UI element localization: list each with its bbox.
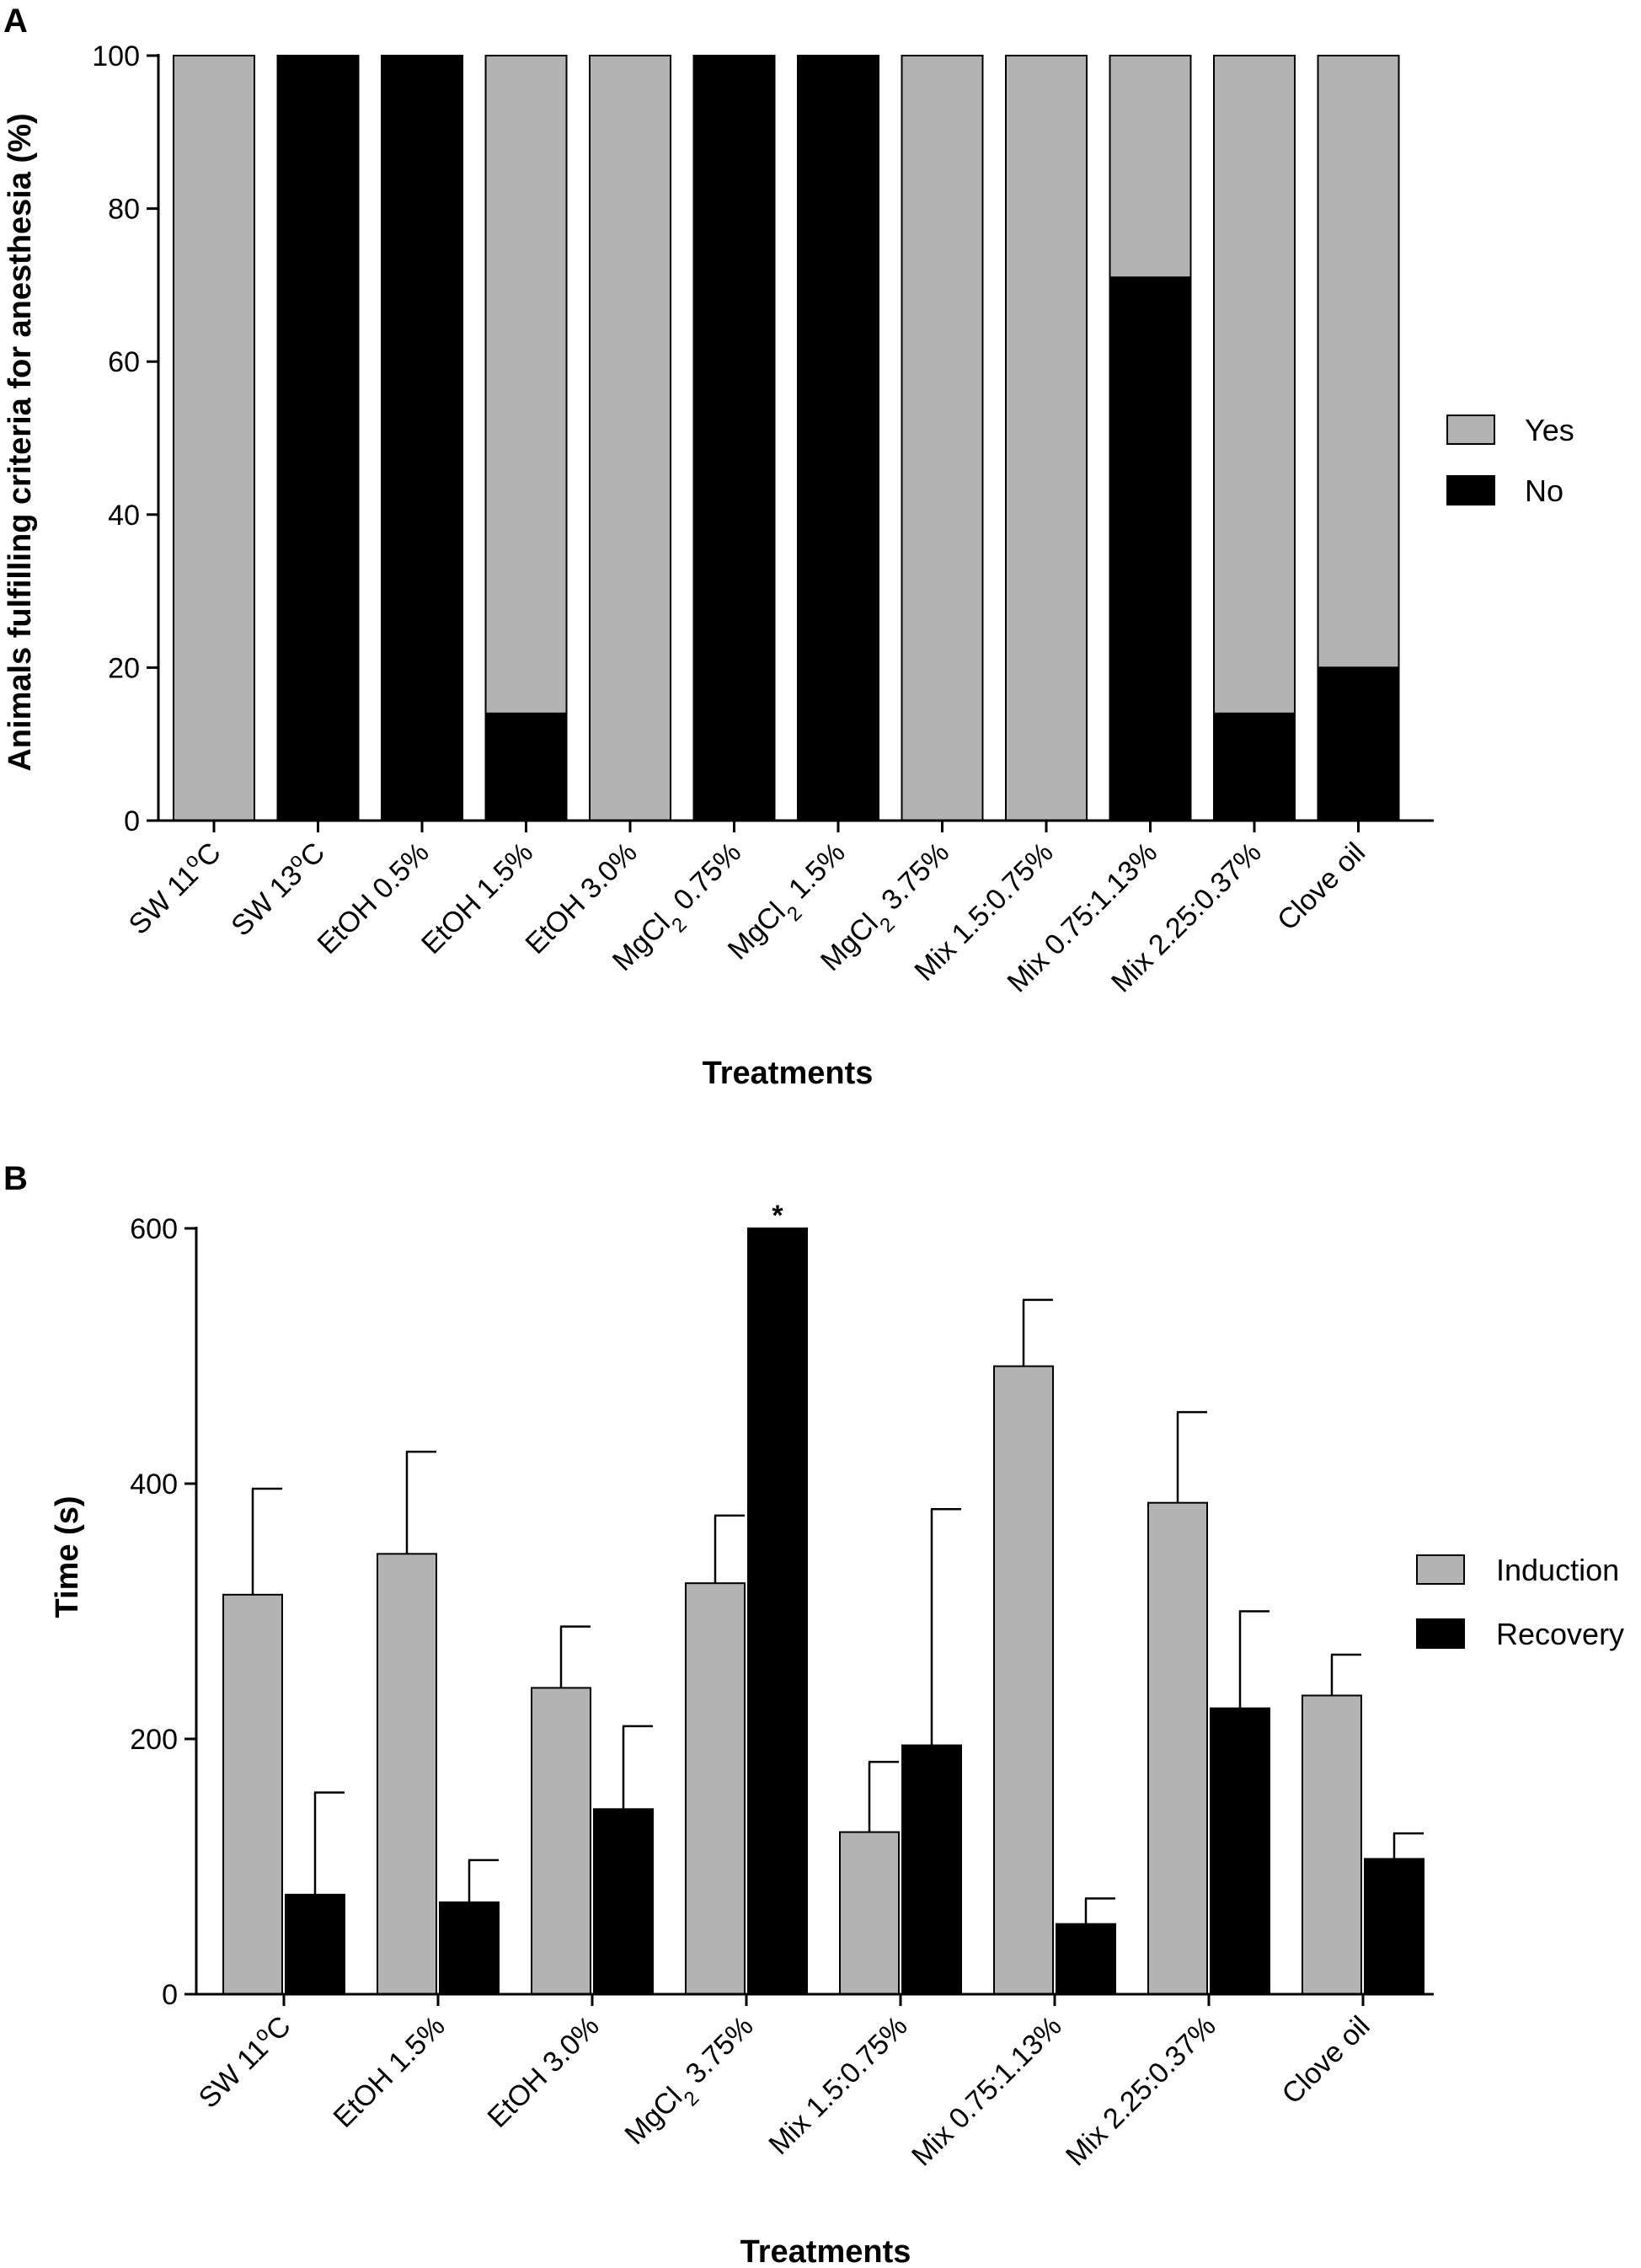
panel-b-x-tick-label: SW 11oC xyxy=(190,2008,297,2115)
panel-a-axes xyxy=(157,54,1434,822)
panel-b-x-tick-label: Mix 0.75:1.13% xyxy=(906,2010,1068,2173)
bar-induction-etoh-1-5 xyxy=(377,1553,437,1995)
panel-a-y-tick-label: 100 xyxy=(92,40,140,72)
bar-induction-sw-11c xyxy=(222,1593,283,1996)
panel-b-y-ticks: 0 200 400 600 xyxy=(130,1213,196,2011)
bar-no-mgcl2-0-75 xyxy=(692,55,776,821)
panel-label-a: A xyxy=(3,3,28,40)
panel-a-y-ticks: 0 20 40 60 80 100 xyxy=(92,40,158,837)
panel-b-y-axis-title: Time (s) xyxy=(50,1495,85,1618)
panel-b-y-tick-label: 0 xyxy=(162,1979,178,2011)
legend-label-no: No xyxy=(1525,473,1563,508)
bar-no-etoh-0-5 xyxy=(381,55,463,821)
bar-recovery-mgcl2-3-75 xyxy=(747,1228,808,1995)
panel-b-x-tick-label: EtOH 3.0% xyxy=(482,2010,606,2134)
legend-label-induction: Induction xyxy=(1496,1553,1619,1587)
panel-label-b: B xyxy=(3,1160,28,1197)
legend-swatch-no xyxy=(1446,475,1495,505)
panel-a-y-tick-label: 0 xyxy=(124,805,140,837)
panel-b-bars xyxy=(222,1228,1425,1996)
legend-swatch-yes xyxy=(1446,415,1495,445)
bar-yes-mix-1-5-0-75 xyxy=(1005,55,1088,821)
panel-a-y-tick-label: 20 xyxy=(108,652,140,684)
panel-b-x-tick-label: Mix 1.5:0.75% xyxy=(762,2010,913,2161)
panel-a-x-tick-label: Clove oil xyxy=(1271,837,1371,937)
bar-induction-mix-1-5-0-75 xyxy=(839,1831,900,1995)
panel-b-x-axis-title: Treatments xyxy=(740,2234,911,2268)
bar-induction-mix-2-25-0-37 xyxy=(1147,1501,1208,1995)
panel-a-y-axis-title: Animals fulfilling criteria for anesthes… xyxy=(3,113,38,771)
bar-recovery-etoh-3-0 xyxy=(593,1808,654,1995)
bar-no-mix-0-75-1-13 xyxy=(1109,276,1192,821)
bar-yes-clove-oil xyxy=(1317,55,1400,669)
bar-no-sw-13c xyxy=(276,55,360,821)
panel-a-x-tick-label: EtOH 1.5% xyxy=(415,837,539,960)
panel-b-x-tick-label: Mix 2.25:0.37% xyxy=(1060,2010,1222,2173)
significance-marker: * xyxy=(772,1200,783,1232)
panel-b-x-tick-label: MgCl2 3.75% xyxy=(618,2010,766,2158)
bar-induction-mgcl2-3-75 xyxy=(685,1582,746,1996)
panel-a-x-axis-title: Treatments xyxy=(703,1056,874,1091)
bar-yes-mix-0-75-1-13 xyxy=(1109,55,1192,279)
bar-no-mgcl2-1-5 xyxy=(797,55,879,821)
bar-yes-mgcl2-3-75 xyxy=(901,55,984,821)
panel-b-error-bars xyxy=(251,1298,1424,1924)
panel-b-axes xyxy=(195,1227,1434,1996)
panel-a-x-tick-label: SW 11oC xyxy=(120,834,227,941)
panel-b-legend: Induction Recovery xyxy=(1416,1553,1624,1651)
bar-induction-etoh-3-0 xyxy=(531,1687,591,1996)
panel-a-x-tick-label: SW 13oC xyxy=(222,834,331,943)
legend-label-recovery: Recovery xyxy=(1496,1617,1624,1651)
legend-swatch-induction xyxy=(1416,1554,1465,1585)
panel-a-legend: Yes No xyxy=(1446,413,1574,508)
panel-a-x-tick-label: EtOH 0.5% xyxy=(312,837,436,960)
bar-no-mix-2-25-0-37 xyxy=(1213,712,1296,822)
bar-recovery-etoh-1-5 xyxy=(439,1901,500,1995)
bar-induction-clove-oil xyxy=(1302,1694,1362,1995)
panel-b-x-ticks: SW 11oC EtOH 1.5% EtOH 3.0% MgCl2 3.75% Mix … xyxy=(190,1994,1376,2173)
panel-a-y-tick-label: 40 xyxy=(108,500,140,532)
bar-recovery-clove-oil xyxy=(1364,1858,1425,1995)
panel-a-bars xyxy=(173,55,1400,822)
bar-yes-etoh-3-0 xyxy=(589,55,671,821)
bar-recovery-mix-2-25-0-37 xyxy=(1210,1707,1270,1995)
bar-recovery-sw-11c xyxy=(285,1893,345,1996)
panel-b-y-tick-label: 400 xyxy=(130,1468,178,1500)
panel-a-y-tick-label: 60 xyxy=(108,346,140,378)
panel-b-y-tick-label: 600 xyxy=(130,1213,178,1245)
bar-no-clove-oil xyxy=(1317,666,1400,822)
bar-induction-mix-0-75-1-13 xyxy=(993,1365,1054,1995)
bar-recovery-mix-1-5-0-75 xyxy=(901,1744,962,1995)
bar-yes-etoh-1-5 xyxy=(484,55,568,714)
panel-b-x-tick-label: Clove oil xyxy=(1276,2010,1376,2110)
panel-b-x-tick-label: EtOH 1.5% xyxy=(328,2010,452,2134)
panel-b-annotations: * xyxy=(772,1200,783,1232)
panel-b-y-tick-label: 200 xyxy=(130,1724,178,1756)
legend-label-yes: Yes xyxy=(1525,413,1574,447)
bar-recovery-mix-0-75-1-13 xyxy=(1056,1923,1116,1996)
legend-swatch-recovery xyxy=(1416,1618,1465,1649)
bar-no-etoh-1-5 xyxy=(484,712,568,822)
bar-yes-mix-2-25-0-37 xyxy=(1213,55,1296,714)
panel-a-y-tick-label: 80 xyxy=(108,194,140,226)
bar-yes-sw-11c xyxy=(173,55,255,821)
panel-b: B 0 200 400 600 SW 11oC EtOH 1.5% EtOH 3.0% Mg… xyxy=(3,1160,1624,2268)
